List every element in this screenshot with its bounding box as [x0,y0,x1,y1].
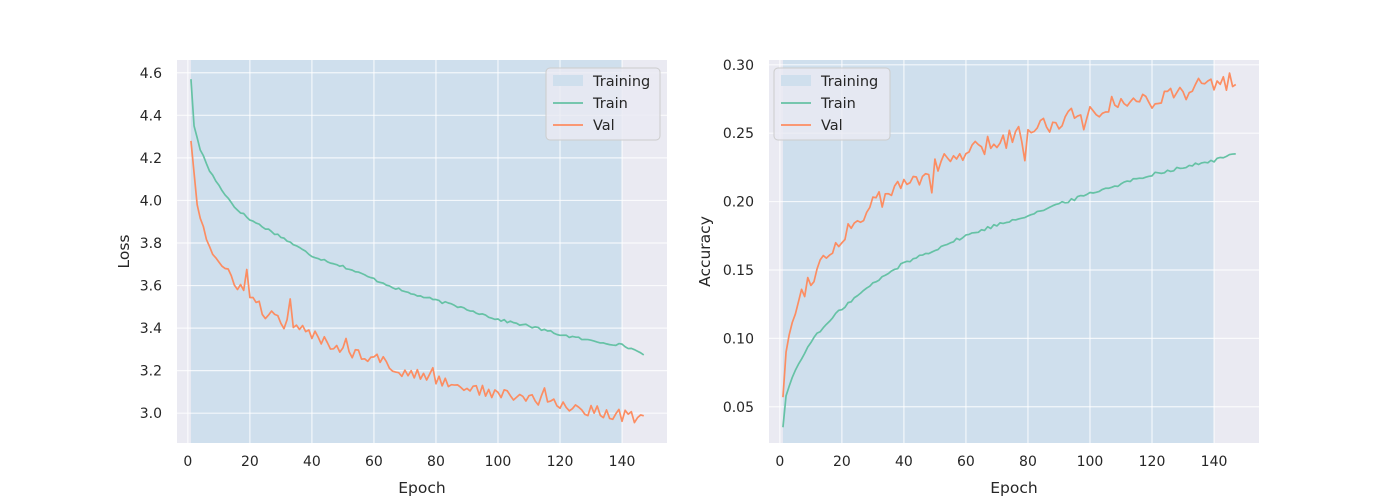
legend-label-train: Train [820,96,856,112]
y-axis-label: Loss [115,235,133,269]
y-tick-label: 3.0 [140,406,162,422]
y-tick-label: 0.20 [723,195,754,211]
loss-chart: 0 20 40 60 80 100 120 140 3.0 3.2 3.4 3.6 3.8 4.0 4.2 4… [115,60,667,497]
legend-label-val: Val [593,118,615,134]
y-tick-label: 3.2 [140,364,162,380]
x-tick-label: 20 [241,454,259,470]
x-tick-label: 0 [775,454,784,470]
x-tick-label: 120 [1139,454,1166,470]
accuracy-chart: 0 20 40 60 80 100 120 140 0.05 0.10 0.15 0.20 0.25 0.… [696,58,1259,497]
series-line-val [782,72,1237,398]
legend-label-training: Training [820,74,878,90]
y-tick-label: 0.30 [723,58,754,74]
x-axis-label: Epoch [398,479,445,497]
legend: Training Train Val [545,67,661,141]
series-line-train [782,153,1236,428]
y-axis-label: Accuracy [696,216,714,287]
x-tick-label: 120 [547,454,574,470]
x-tick-label: 140 [609,454,636,470]
y-tick-label: 4.4 [140,108,162,124]
y-tick-label: 0.10 [723,331,754,347]
legend-swatch-training [781,75,811,86]
legend-label-training: Training [592,74,650,90]
legend-label-train: Train [592,96,628,112]
legend-swatch-training [553,75,583,86]
x-tick-label: 60 [957,454,975,470]
y-tick-label: 3.8 [140,236,162,252]
x-tick-label: 100 [1077,454,1104,470]
x-tick-label: 40 [895,454,913,470]
series-line-train [190,79,645,356]
x-tick-label: 80 [427,454,445,470]
x-tick-label: 0 [183,454,192,470]
y-tick-label: 0.05 [723,400,754,416]
x-axis-label: Epoch [990,479,1037,497]
x-tick-label: 20 [833,454,851,470]
x-tick-label: 140 [1201,454,1228,470]
x-tick-label: 80 [1019,454,1037,470]
y-tick-label: 0.15 [723,263,754,279]
x-tick-label: 40 [303,454,321,470]
legend: Training Train Val [773,67,891,141]
y-tick-label: 4.2 [140,151,162,167]
series-line-val [190,140,644,424]
x-tick-label: 100 [485,454,512,470]
y-tick-label: 3.6 [140,279,162,295]
y-tick-label: 3.4 [140,321,162,337]
legend-label-val: Val [821,118,843,134]
y-tick-label: 4.6 [140,66,162,82]
x-tick-label: 60 [365,454,383,470]
y-tick-label: 4.0 [140,193,162,209]
y-tick-label: 0.25 [723,126,754,142]
